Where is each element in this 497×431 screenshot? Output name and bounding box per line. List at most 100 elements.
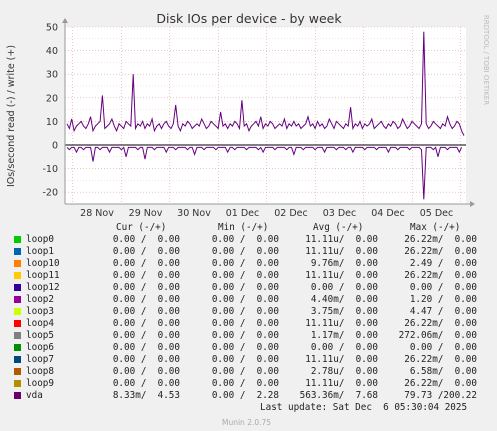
legend-max: 6.58m/ 0.00 — [409, 366, 477, 377]
legend-min: 0.00 / 0.00 — [211, 306, 279, 317]
legend-avg: 11.11u/ 0.00 — [305, 234, 378, 245]
legend-max: 26.22m/ 0.00 — [404, 378, 477, 389]
legend-cur: 8.33m/ 4.53 — [112, 390, 180, 401]
x-tick-label: 01 Dec — [226, 208, 260, 219]
legend-swatch — [14, 308, 21, 315]
legend-cur: 0.00 / 0.00 — [112, 282, 180, 293]
legend-cur: 0.00 / 0.00 — [112, 318, 180, 329]
legend-min: 0.00 / 0.00 — [211, 234, 279, 245]
legend-min: 0.00 / 0.00 — [211, 318, 279, 329]
legend-swatch — [14, 260, 21, 267]
x-tick-label: 05 Dec — [420, 208, 454, 219]
legend-row: loop11 0.00 / 0.00 0.00 / 0.00 11.11u/ 0.00… — [0, 270, 497, 282]
legend-avg: 11.11u/ 0.00 — [305, 318, 378, 329]
legend-swatch — [14, 368, 21, 375]
legend-cur: 0.00 / 0.00 — [112, 306, 180, 317]
legend-name: vda — [26, 390, 43, 401]
legend-avg: 2.78u/ 0.00 — [310, 366, 378, 377]
legend-cur: 0.00 / 0.00 — [112, 246, 180, 257]
legend-max: 0.00 / 0.00 — [409, 342, 477, 353]
legend-row: loop10 0.00 / 0.00 0.00 / 0.00 9.76m/ 0.00 2… — [0, 258, 497, 270]
legend-cur: 0.00 / 0.00 — [112, 378, 180, 389]
y-tick-label: 40 — [46, 46, 58, 57]
chart-title: Disk IOs per device - by week — [156, 11, 342, 26]
munin-version: Munin 2.0.75 — [222, 418, 272, 427]
legend-name: loop12 — [26, 282, 60, 293]
legend-min: 0.00 / 0.00 — [211, 294, 279, 305]
legend-min: 0.00 / 2.28 — [211, 390, 279, 401]
legend-swatch — [14, 236, 21, 243]
series-line-read — [66, 146, 463, 200]
legend-cur: 0.00 / 0.00 — [112, 366, 180, 377]
legend-max: 1.20 / 0.00 — [409, 294, 477, 305]
legend-avg: 563.36m/ 7.68 — [299, 390, 378, 401]
legend-row: loop12 0.00 / 0.00 0.00 / 0.00 0.00 / 0.00 0… — [0, 282, 497, 294]
legend-swatch — [14, 248, 21, 255]
legend-max: 26.22m/ 0.00 — [404, 234, 477, 245]
y-tick-label: 20 — [46, 93, 58, 104]
legend-min: 0.00 / 0.00 — [211, 282, 279, 293]
legend-avg: 0.00 / 0.00 — [310, 282, 378, 293]
legend-name: loop5 — [26, 330, 54, 341]
legend-row: loop5 0.00 / 0.00 0.00 / 0.00 1.17m/ 0.00 27… — [0, 330, 497, 342]
y-tick-label: 0 — [52, 141, 58, 152]
last-update: Last update: Sat Dec 6 05:30:04 2025 — [260, 402, 468, 413]
legend-name: loop0 — [26, 234, 54, 245]
legend-row: loop8 0.00 / 0.00 0.00 / 0.00 2.78u/ 0.00 6.… — [0, 366, 497, 378]
legend-swatch — [14, 272, 21, 279]
legend-min: 0.00 / 0.00 — [211, 342, 279, 353]
legend-avg: 1.17m/ 0.00 — [310, 330, 378, 341]
legend-avg: 11.11u/ 0.00 — [305, 246, 378, 257]
legend-cur: 0.00 / 0.00 — [112, 342, 180, 353]
legend-min: 0.00 / 0.00 — [211, 330, 279, 341]
legend-min: 0.00 / 0.00 — [211, 246, 279, 257]
legend-avg: 4.40m/ 0.00 — [310, 294, 378, 305]
legend-name: loop6 — [26, 342, 54, 353]
legend-swatch — [14, 332, 21, 339]
legend-max: 26.22m/ 0.00 — [404, 354, 477, 365]
legend-swatch — [14, 284, 21, 291]
legend-row: loop3 0.00 / 0.00 0.00 / 0.00 3.75m/ 0.00 4.… — [0, 306, 497, 318]
x-axis-arrow — [470, 201, 475, 207]
legend-name: loop4 — [26, 318, 54, 329]
legend-avg: 11.11u/ 0.00 — [305, 378, 378, 389]
legend-swatch — [14, 356, 21, 363]
legend-name: loop7 — [26, 354, 54, 365]
legend-name: loop11 — [26, 270, 60, 281]
legend-row: loop9 0.00 / 0.00 0.00 / 0.00 11.11u/ 0.00 2… — [0, 378, 497, 390]
legend-cur: 0.00 / 0.00 — [112, 294, 180, 305]
legend-name: loop1 — [26, 246, 54, 257]
x-tick-label: 04 Dec — [371, 208, 405, 219]
legend-cur: 0.00 / 0.00 — [112, 234, 180, 245]
series-vda — [66, 31, 465, 200]
rrdtool-watermark: RRDTOOL / TOBI OETIKER — [482, 15, 490, 105]
legend-min: 0.00 / 0.00 — [211, 258, 279, 269]
legend-name: loop8 — [26, 366, 54, 377]
legend-cur: 0.00 / 0.00 — [112, 330, 180, 341]
legend-row: loop6 0.00 / 0.00 0.00 / 0.00 0.00 / 0.00 0.… — [0, 342, 497, 354]
legend-max: 272.06m/ 0.00 — [398, 330, 477, 341]
legend-row: loop1 0.00 / 0.00 0.00 / 0.00 11.11u/ 0.00 2… — [0, 246, 497, 258]
x-tick-label: 28 Nov — [80, 208, 114, 219]
legend-min: 0.00 / 0.00 — [211, 366, 279, 377]
legend-row: loop2 0.00 / 0.00 0.00 / 0.00 4.40m/ 0.00 1.… — [0, 294, 497, 306]
legend-swatch — [14, 380, 21, 387]
axes: -20 -10 0 10 20 30 40 50 28 Nov 29 Nov 30 Nov 01 De… — [42, 18, 475, 219]
x-tick-label: 02 Dec — [274, 208, 308, 219]
legend-header-max: Max (-/+) — [410, 222, 461, 233]
legend-header-avg: Avg (-/+) — [313, 222, 364, 233]
legend-avg: 11.11u/ 0.00 — [305, 354, 378, 365]
legend-row: loop7 0.00 / 0.00 0.00 / 0.00 11.11u/ 0.00 2… — [0, 354, 497, 366]
y-tick-label: -20 — [42, 188, 58, 199]
legend-cur: 0.00 / 0.00 — [112, 258, 180, 269]
y-tick-label: -10 — [42, 164, 58, 175]
legend-row: vda 8.33m/ 4.53 0.00 / 2.28 563.36m/ 7.68 79… — [0, 390, 497, 402]
legend-header-cur: Cur (-/+) — [116, 222, 167, 233]
y-tick-label: 10 — [46, 117, 58, 128]
legend-max: 26.22m/ 0.00 — [404, 270, 477, 281]
legend-name: loop3 — [26, 306, 54, 317]
legend-swatch — [14, 296, 21, 303]
legend-min: 0.00 / 0.00 — [211, 270, 279, 281]
legend-row: loop0 0.00 / 0.00 0.00 / 0.00 11.11u/ 0.00 2… — [0, 234, 497, 246]
